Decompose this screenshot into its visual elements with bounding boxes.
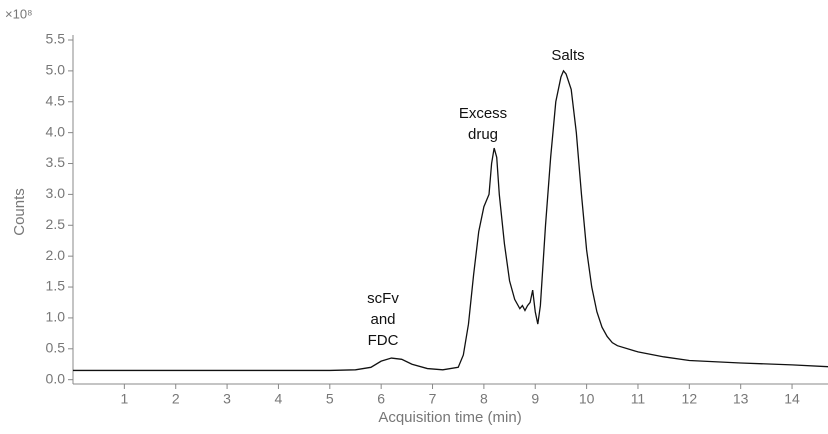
x-tick-label: 7	[429, 391, 437, 407]
y-tick-label: 5.0	[46, 62, 66, 78]
x-tick-label: 11	[631, 391, 646, 407]
y-tick-label: 2.0	[46, 247, 66, 263]
annotation: scFv	[367, 290, 399, 307]
y-tick-label: 0.5	[46, 340, 66, 356]
y-tick-label: 2.5	[46, 216, 66, 232]
x-tick-label: 2	[172, 391, 180, 407]
x-tick-label: 4	[275, 391, 283, 407]
x-tick-label: 12	[682, 391, 698, 407]
annotation: Excess	[459, 105, 507, 122]
y-tick-label: 3.0	[46, 185, 66, 201]
annotation: Salts	[551, 47, 584, 64]
y-axis-label: Counts	[11, 188, 28, 236]
y-tick-label: 4.0	[46, 123, 66, 139]
x-tick-label: 1	[120, 391, 128, 407]
x-tick-label: 13	[733, 391, 749, 407]
x-tick-label: 10	[579, 391, 595, 407]
x-tick-label: 3	[223, 391, 231, 407]
exponent-label: ×10⁸	[5, 6, 33, 21]
y-tick-label: 3.5	[46, 154, 66, 170]
y-tick-label: 0.0	[46, 370, 66, 386]
y-tick-label: 1.5	[46, 278, 66, 294]
x-tick-label: 14	[784, 391, 800, 407]
x-axis-label: Acquisition time (min)	[378, 409, 521, 426]
x-tick-label: 8	[480, 391, 488, 407]
x-tick-label: 9	[531, 391, 539, 407]
y-tick-label: 5.5	[46, 31, 66, 47]
annotation: and	[370, 311, 395, 328]
x-tick-label: 5	[326, 391, 334, 407]
annotation: FDC	[368, 332, 399, 349]
data-line	[73, 69, 828, 372]
y-tick-label: 1.0	[46, 309, 66, 325]
y-tick-label: 4.5	[46, 92, 66, 108]
x-tick-label: 6	[377, 391, 385, 407]
annotation: drug	[468, 126, 498, 143]
